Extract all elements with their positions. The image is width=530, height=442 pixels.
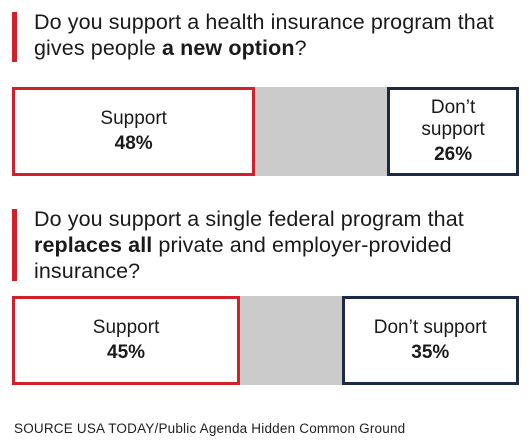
question-2-text: Do you support a single federal program … <box>34 206 516 284</box>
question-segment: Do you support a health insurance progra… <box>34 10 494 60</box>
question-accent-bar <box>12 209 17 281</box>
support-label: Support <box>92 317 160 338</box>
dont-support-bar: Don’t support 26% <box>387 87 519 176</box>
dont-support-bar: Don’t support 35% <box>341 296 519 385</box>
dont-support-label: Don’t support <box>421 97 485 140</box>
support-bar: Support 45% <box>12 296 241 385</box>
dont-support-label: Don’t support <box>373 317 487 338</box>
question-emphasis: replaces all <box>34 233 153 257</box>
dont-support-value: 35% <box>411 342 450 363</box>
bar-track-2: Support 45% Don’t support 35% <box>12 296 519 385</box>
question-segment: ? <box>294 36 307 60</box>
source-note: SOURCE USA TODAY/Public Agenda Hidden Co… <box>14 421 406 436</box>
support-value: 48% <box>114 133 153 154</box>
dont-support-value: 26% <box>434 144 473 165</box>
question-1-text: Do you support a health insurance progra… <box>34 9 516 61</box>
support-label: Support <box>100 108 167 129</box>
question-accent-bar <box>12 12 17 62</box>
question-emphasis: a new option <box>162 36 295 60</box>
question-segment: private and employer-provided insurance? <box>34 233 452 283</box>
question-segment: Do you support a single federal program … <box>34 207 464 231</box>
bar-track-1: Support 48% Don’t support 26% <box>12 87 519 176</box>
support-bar: Support 48% <box>12 87 256 176</box>
support-value: 45% <box>107 342 146 363</box>
